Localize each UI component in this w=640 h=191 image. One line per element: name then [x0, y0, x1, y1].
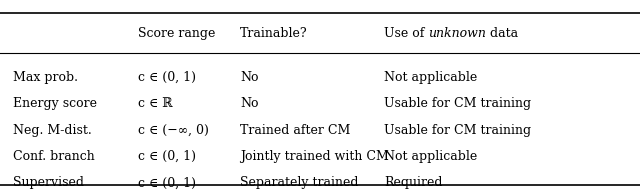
Text: Usable for CM training: Usable for CM training [384, 97, 531, 110]
Text: Required: Required [384, 176, 442, 189]
Text: c ∈ ℝ: c ∈ ℝ [138, 97, 172, 110]
Text: c ∈ (0, 1): c ∈ (0, 1) [138, 176, 196, 189]
Text: Use of: Use of [384, 27, 428, 40]
Text: data: data [486, 27, 518, 40]
Text: c ∈ (−∞, 0): c ∈ (−∞, 0) [138, 124, 209, 137]
Text: c ∈ (0, 1): c ∈ (0, 1) [138, 71, 196, 84]
Text: Trained after CM: Trained after CM [240, 124, 350, 137]
Text: Not applicable: Not applicable [384, 150, 477, 163]
Text: Score range: Score range [138, 27, 215, 40]
Text: Conf. branch: Conf. branch [13, 150, 95, 163]
Text: Trainable?: Trainable? [240, 27, 308, 40]
Text: No: No [240, 71, 259, 84]
Text: c ∈ (0, 1): c ∈ (0, 1) [138, 150, 196, 163]
Text: Energy score: Energy score [13, 97, 97, 110]
Text: Supervised: Supervised [13, 176, 84, 189]
Text: unknown: unknown [428, 27, 486, 40]
Text: Jointly trained with CM: Jointly trained with CM [240, 150, 389, 163]
Text: Not applicable: Not applicable [384, 71, 477, 84]
Text: Neg. M-dist.: Neg. M-dist. [13, 124, 92, 137]
Text: Usable for CM training: Usable for CM training [384, 124, 531, 137]
Text: Max prob.: Max prob. [13, 71, 78, 84]
Text: Separately trained: Separately trained [240, 176, 358, 189]
Text: No: No [240, 97, 259, 110]
